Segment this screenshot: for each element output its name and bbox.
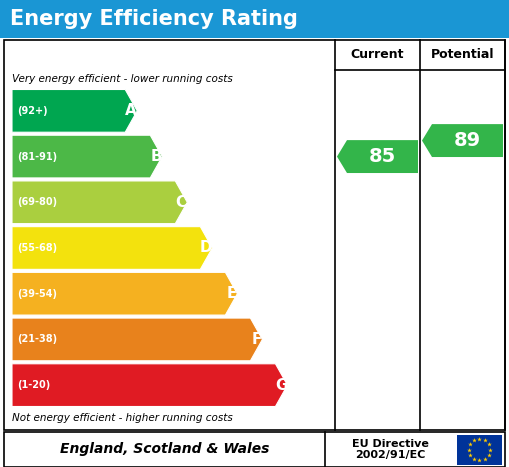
Polygon shape — [12, 135, 162, 178]
Text: 89: 89 — [454, 131, 481, 150]
Text: F: F — [251, 332, 262, 347]
Text: Current: Current — [351, 49, 404, 62]
Bar — [457, 434, 502, 465]
Polygon shape — [12, 90, 137, 132]
Text: (81-91): (81-91) — [17, 152, 57, 162]
Text: (55-68): (55-68) — [17, 243, 57, 253]
Bar — [0, 0, 509, 38]
Polygon shape — [12, 181, 187, 224]
Polygon shape — [12, 226, 212, 269]
Text: (92+): (92+) — [17, 106, 48, 116]
Polygon shape — [12, 364, 288, 406]
Polygon shape — [337, 140, 418, 173]
Text: D: D — [200, 241, 213, 255]
Text: G: G — [275, 378, 288, 393]
Polygon shape — [422, 124, 503, 157]
Text: B: B — [151, 149, 162, 164]
Text: Potential: Potential — [431, 49, 494, 62]
Text: E: E — [226, 286, 237, 301]
Text: A: A — [125, 103, 137, 118]
Text: Not energy efficient - higher running costs: Not energy efficient - higher running co… — [12, 413, 233, 423]
Polygon shape — [12, 272, 237, 315]
Text: (1-20): (1-20) — [17, 380, 50, 390]
Text: Very energy efficient - lower running costs: Very energy efficient - lower running co… — [12, 74, 233, 84]
Polygon shape — [12, 318, 263, 361]
Text: England, Scotland & Wales: England, Scotland & Wales — [60, 443, 269, 457]
Text: C: C — [176, 195, 187, 210]
Text: EU Directive
2002/91/EC: EU Directive 2002/91/EC — [352, 439, 429, 460]
Bar — [4, 432, 505, 467]
Text: (39-54): (39-54) — [17, 289, 57, 299]
Text: Energy Efficiency Rating: Energy Efficiency Rating — [10, 9, 298, 29]
Text: (21-38): (21-38) — [17, 334, 57, 345]
Bar — [4, 40, 505, 430]
Text: (69-80): (69-80) — [17, 197, 57, 207]
Text: 85: 85 — [369, 147, 396, 166]
